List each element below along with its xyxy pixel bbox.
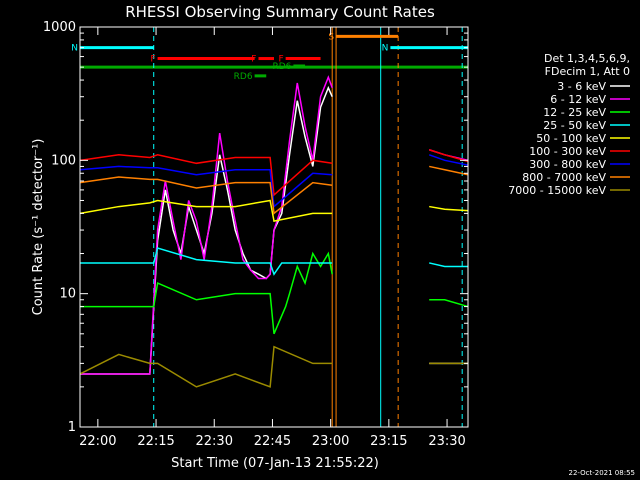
x-tick-label-1: 22:15 [137, 434, 174, 449]
y-tick-label-2: 100 [51, 153, 76, 168]
y-tick-label-3: 1000 [43, 20, 76, 35]
series-line-post-4 [429, 205, 469, 212]
series-line-3 [80, 247, 333, 276]
x-tick-label-6: 23:30 [428, 434, 465, 449]
flag-label-0: N [71, 44, 78, 54]
series-line-5 [79, 154, 333, 197]
series-line-8 [79, 345, 333, 388]
legend-label-6: 300 - 800 keV [529, 158, 606, 171]
plot-frame [79, 26, 469, 428]
legend-header-1: FDecim 1, Att 0 [545, 65, 630, 78]
series-line-1 [80, 75, 333, 375]
legend-label-0: 3 - 6 keV [557, 80, 606, 93]
legend-label-3: 25 - 50 keV [543, 119, 606, 132]
series-line-6 [79, 165, 333, 209]
series-line-7 [79, 176, 333, 215]
flag-label-4: F [278, 55, 283, 65]
series-line-post-3 [429, 262, 468, 268]
series-line-post-5 [428, 149, 469, 163]
x-tick-label-3: 22:45 [254, 434, 291, 449]
series-line-0 [80, 85, 333, 375]
legend-label-1: 6 - 12 keV [550, 93, 606, 106]
x-tick-label-5: 23:15 [370, 434, 407, 449]
series-line-post-7 [429, 165, 469, 176]
flag-label-6: RD6 [234, 72, 253, 82]
legend-label-7: 800 - 7000 keV [522, 171, 606, 184]
legend-label-4: 50 - 100 keV [536, 132, 606, 145]
legend-label-5: 100 - 300 keV [529, 145, 606, 158]
legend-header-0: Det 1,3,4,5,6,9, [544, 52, 630, 65]
legend: Det 1,3,4,5,6,9,FDecim 1, Att 0 3 - 6 keV… [508, 52, 630, 197]
flag-label-3: F [251, 55, 256, 65]
series-line-4 [79, 199, 333, 223]
x-axis-label: Start Time (07-Jan-13 21:55:22) [171, 456, 379, 471]
y-tick-label-1: 10 [59, 287, 76, 302]
chart-title: RHESSI Observing Summary Count Rates [125, 3, 435, 21]
flag-label-7: RD6 [272, 62, 291, 72]
y-tick-label-0: 1 [68, 420, 76, 435]
legend-label-2: 12 - 25 keV [543, 106, 606, 119]
footer-timestamp: 22-Oct-2021 08:55 [569, 469, 635, 477]
flag-label-1: N [382, 44, 389, 54]
x-tick-label-0: 22:00 [79, 434, 116, 449]
y-axis-label: Count Rate (s⁻¹ detector⁻¹) [31, 139, 46, 316]
series-line-post-2 [429, 299, 469, 308]
flag-label-5: S [328, 32, 334, 42]
legend-label-8: 7000 - 15000 keV [508, 184, 606, 197]
x-tick-label-4: 23:00 [312, 434, 349, 449]
series-line-post-6 [428, 154, 469, 166]
series-line-2 [80, 251, 333, 335]
x-tick-label-2: 22:30 [196, 434, 233, 449]
flag-label-2: F [150, 55, 155, 65]
